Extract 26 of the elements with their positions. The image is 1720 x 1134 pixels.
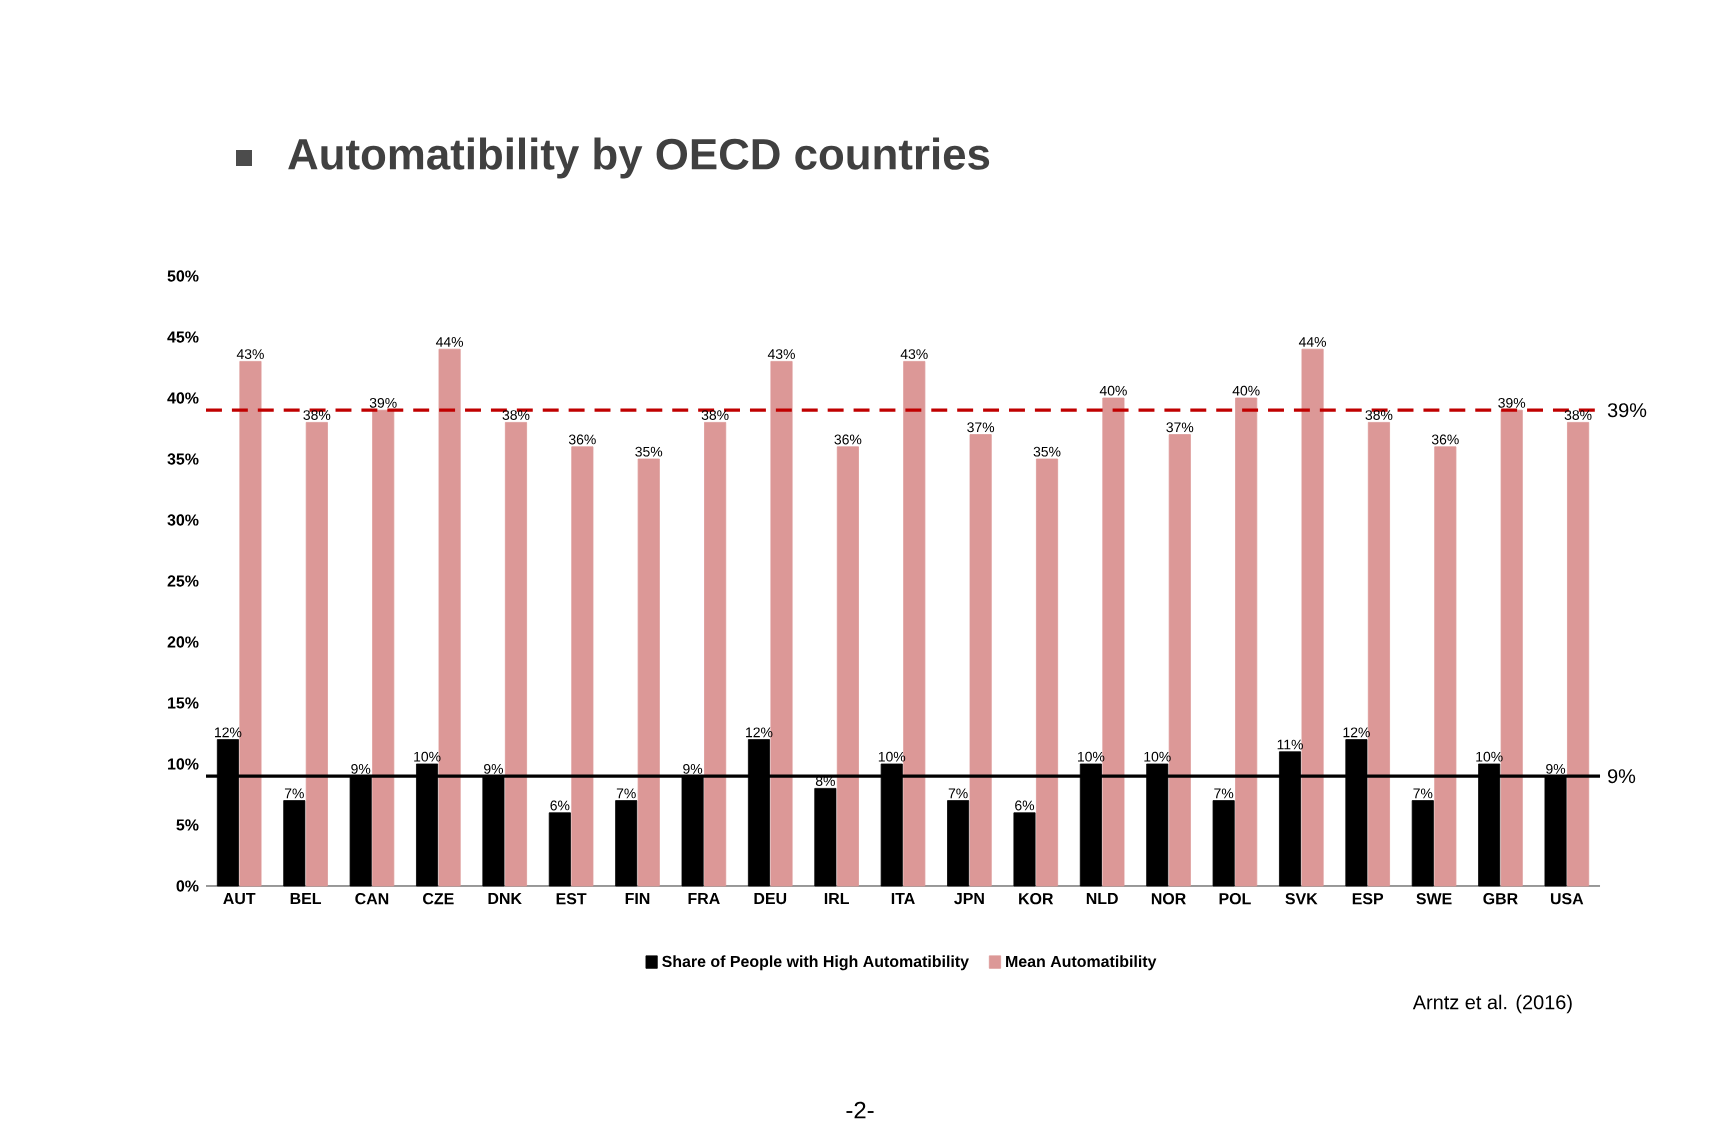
text: -2-	[846, 1101, 874, 1119]
bar	[571, 446, 594, 887]
bar	[1567, 422, 1590, 887]
bar	[1036, 458, 1059, 887]
ref-line-label: 39%	[1607, 403, 1647, 418]
bar	[836, 446, 859, 887]
ref-line-label: 9%	[1607, 769, 1636, 784]
bar	[438, 348, 461, 887]
bar	[637, 458, 660, 887]
bar	[1102, 397, 1125, 887]
bar	[1500, 409, 1523, 887]
bar	[1235, 397, 1258, 887]
chart-title: Automatibility by OECD countries	[288, 137, 990, 179]
bar	[969, 434, 992, 887]
bar	[1367, 422, 1390, 887]
bar	[770, 361, 793, 887]
bar	[239, 361, 262, 887]
bar	[504, 422, 527, 887]
bar	[903, 361, 926, 887]
bar	[704, 422, 727, 887]
bar	[1168, 434, 1191, 887]
bar	[1434, 446, 1457, 887]
text: Arntz et al. (2016)	[1412, 994, 1572, 1014]
bar	[1301, 348, 1324, 887]
bar	[372, 409, 395, 887]
bar	[305, 422, 328, 887]
